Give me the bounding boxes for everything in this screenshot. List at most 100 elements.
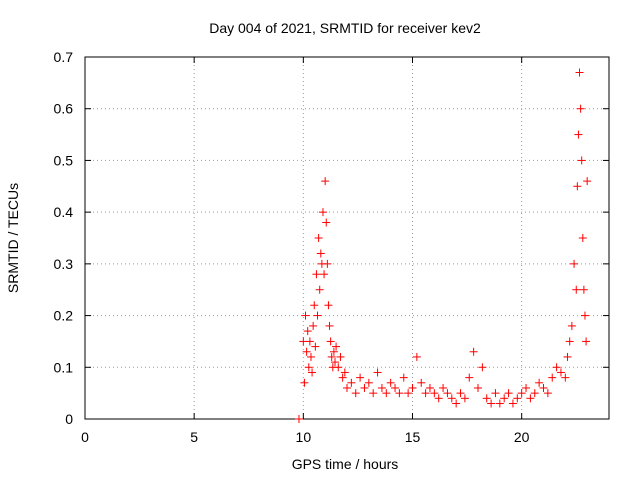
data-point	[421, 389, 430, 398]
data-point	[305, 337, 314, 346]
data-point	[326, 337, 335, 346]
data-point	[302, 347, 311, 356]
data-point	[425, 383, 434, 392]
data-point	[482, 394, 491, 403]
data-point	[369, 389, 378, 398]
data-point	[430, 389, 439, 398]
y-tick-label: 0	[65, 411, 73, 427]
data-point	[399, 373, 408, 382]
data-point	[548, 373, 557, 382]
data-point	[316, 249, 325, 258]
data-point	[386, 378, 395, 387]
data-point	[356, 373, 365, 382]
data-point	[306, 352, 315, 361]
data-point	[535, 378, 544, 387]
data-point	[325, 321, 334, 330]
y-tick-label: 0.3	[54, 256, 74, 272]
data-point	[577, 156, 586, 165]
data-point	[575, 68, 584, 77]
data-point	[391, 383, 400, 392]
data-point	[539, 383, 548, 392]
data-point	[567, 321, 576, 330]
data-point	[522, 383, 531, 392]
data-point	[576, 104, 585, 113]
data-point	[517, 389, 526, 398]
data-point	[404, 389, 413, 398]
data-point	[309, 321, 318, 330]
data-point	[301, 311, 310, 320]
y-tick-label: 0.6	[54, 101, 74, 117]
y-axis-label: SRMTID / TECUs	[5, 183, 21, 293]
data-point	[300, 378, 309, 387]
data-point	[373, 368, 382, 377]
data-point	[563, 352, 572, 361]
x-tick-label: 5	[190, 429, 198, 445]
data-point	[336, 352, 345, 361]
data-point	[530, 389, 539, 398]
data-point	[334, 363, 343, 372]
data-point	[508, 399, 517, 408]
data-point	[504, 389, 513, 398]
data-point	[526, 394, 535, 403]
data-point	[318, 208, 327, 217]
data-point	[329, 347, 338, 356]
data-point	[338, 373, 347, 382]
data-point	[565, 337, 574, 346]
data-point	[469, 347, 478, 356]
data-point	[443, 389, 452, 398]
data-point	[500, 394, 509, 403]
data-point	[412, 352, 421, 361]
x-tick-label: 0	[81, 429, 89, 445]
data-point	[556, 368, 565, 377]
data-point	[303, 327, 312, 336]
data-point	[304, 363, 313, 372]
data-point	[456, 389, 465, 398]
data-point	[447, 394, 456, 403]
data-point	[323, 259, 332, 268]
data-point	[312, 270, 321, 279]
data-point	[439, 383, 448, 392]
data-point	[321, 177, 330, 186]
data-point	[308, 368, 317, 377]
data-point	[578, 234, 587, 242]
data-point	[320, 270, 329, 279]
data-point	[360, 383, 369, 392]
data-point	[351, 389, 360, 398]
data-point	[465, 373, 474, 382]
data-point	[324, 301, 333, 310]
data-point	[583, 177, 592, 186]
grid-lines	[85, 57, 609, 419]
x-tick-label: 20	[514, 429, 530, 445]
data-point	[330, 358, 339, 367]
data-point	[311, 342, 320, 351]
data-point	[377, 383, 386, 392]
data-point	[347, 378, 356, 387]
y-tick-label: 0.4	[54, 204, 74, 220]
data-point	[487, 399, 496, 408]
data-point	[294, 415, 303, 423]
data-point	[579, 285, 588, 294]
data-point	[315, 285, 324, 294]
data-point	[474, 383, 482, 392]
data-point	[543, 389, 552, 398]
data-point	[513, 394, 522, 403]
data-point	[452, 399, 461, 408]
data-point	[574, 130, 583, 139]
x-axis-label: GPS time / hours	[292, 456, 399, 472]
data-point	[310, 301, 319, 310]
data-point	[491, 389, 500, 398]
chart-title: Day 004 of 2021, SRMTID for receiver kev…	[209, 20, 481, 36]
y-tick-label: 0.7	[54, 49, 74, 65]
axis-ticks: 0 5 10 15 20 0 0.1 0.2 0.3 0.4 0.5 0.6 0.7	[54, 49, 609, 445]
data-point	[478, 363, 487, 372]
data-point	[364, 378, 373, 387]
data-point	[327, 352, 336, 361]
y-tick-label: 0.2	[54, 308, 74, 324]
y-tick-label: 0.5	[54, 152, 74, 168]
data-point	[343, 383, 351, 392]
data-point	[382, 389, 391, 398]
data-points	[294, 68, 592, 423]
data-point	[417, 378, 426, 387]
data-point	[340, 368, 349, 377]
